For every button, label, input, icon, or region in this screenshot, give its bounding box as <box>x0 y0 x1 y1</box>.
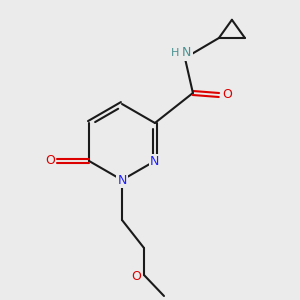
Text: N: N <box>150 154 160 167</box>
Text: O: O <box>45 154 55 167</box>
Text: O: O <box>222 88 232 101</box>
Text: H: H <box>171 48 179 58</box>
Text: O: O <box>131 271 141 284</box>
Text: N: N <box>182 46 192 59</box>
Text: N: N <box>117 173 127 187</box>
